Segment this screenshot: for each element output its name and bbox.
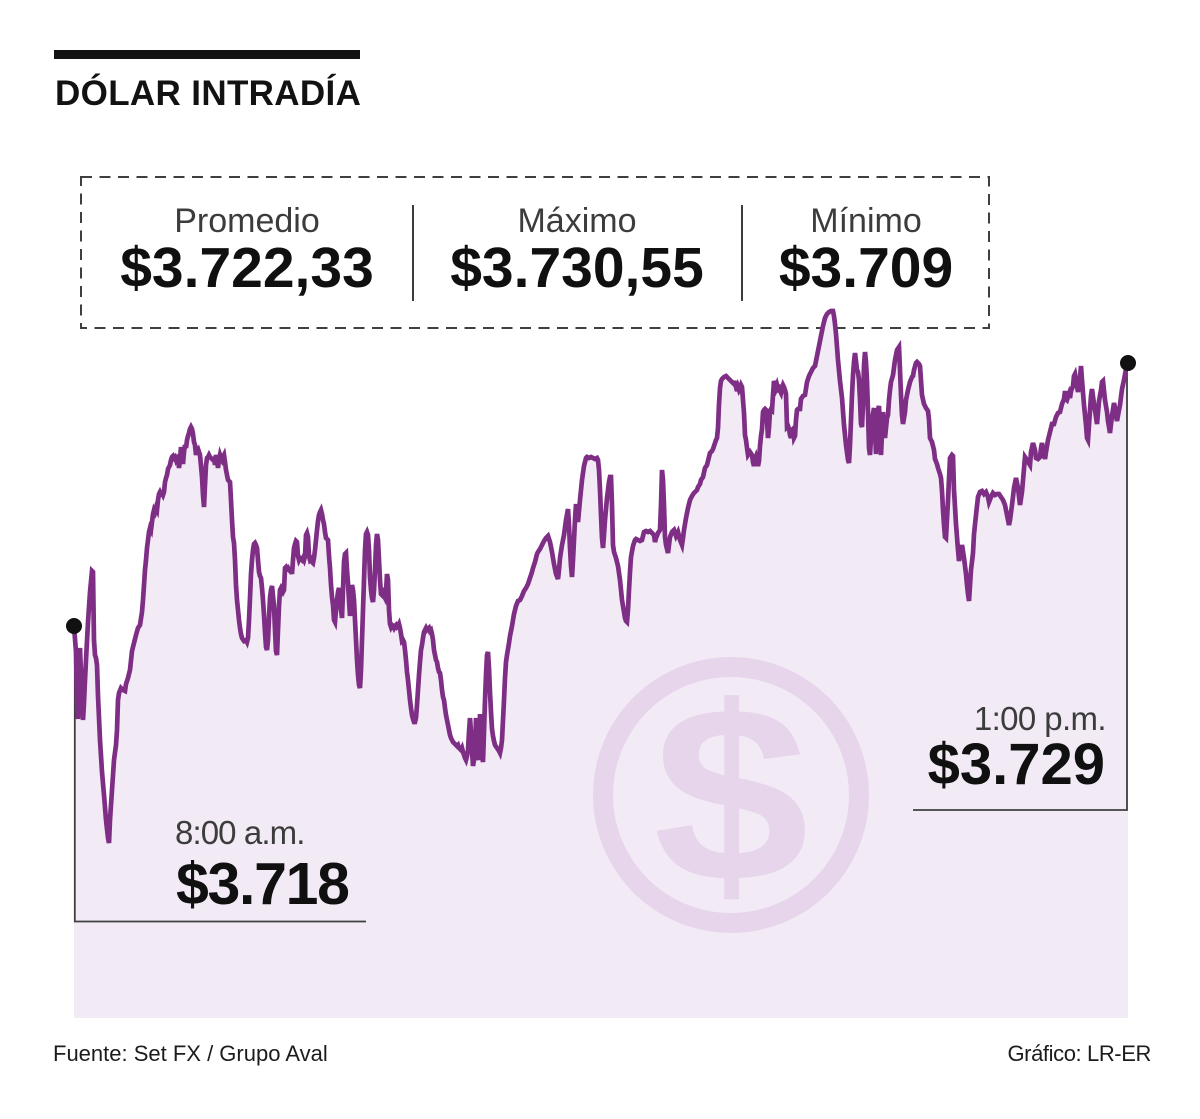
svg-text:$: $	[653, 656, 809, 935]
